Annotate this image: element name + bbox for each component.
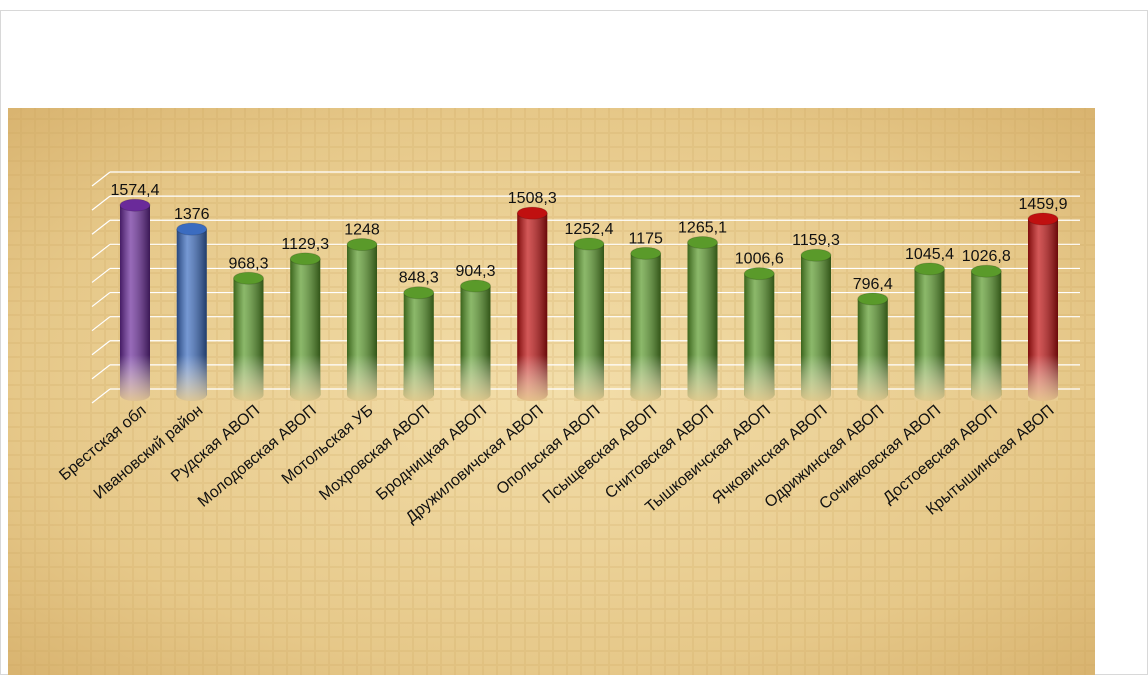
value-label: 1248 [344,222,380,239]
value-label: 1006,6 [735,251,784,268]
reflection [630,355,661,401]
bar-top [857,292,889,306]
grid-line-depth [91,340,111,356]
bar-top [460,279,491,293]
reflection [290,355,321,401]
reflection [744,355,775,401]
reflection [1028,355,1058,401]
value-label: 968,3 [228,255,268,272]
grid-line-depth [91,219,111,235]
value-label: 1175 [629,230,664,247]
bar-top [403,286,435,300]
reflection [574,355,604,401]
grid-line-depth [91,171,111,187]
bar-top [970,264,1002,278]
bar-top [233,271,264,285]
bar-top [914,262,945,276]
reflection [120,355,150,401]
value-label: 848,3 [399,270,439,287]
grid-line-depth [91,364,111,380]
value-label: 796,4 [853,276,893,293]
value-label: 1265,1 [678,219,727,236]
grid-line-depth [91,243,111,259]
reflection [233,355,264,401]
value-label: 1045,4 [905,246,954,263]
bar-top [800,248,832,262]
grid-line-depth [91,195,111,211]
grid-line-depth [91,267,111,283]
value-label: 1459,9 [1019,196,1068,213]
reflection [403,355,434,401]
reflection [347,355,377,401]
grid-line-depth [91,388,111,404]
bar-top [687,235,718,249]
reflection [687,355,718,401]
value-label: 1129,3 [281,236,329,253]
bar-top [176,222,208,236]
bar-top [573,237,605,251]
value-label: 1574,4 [111,182,160,199]
bar-top [119,198,151,212]
bar-shade [517,213,548,401]
reflection [460,355,491,401]
reflection [857,355,888,401]
bar-top [289,252,321,266]
value-label: 904,3 [455,263,495,280]
reflection [914,355,945,401]
reflection [971,355,1002,401]
reflection [801,355,831,401]
bar-top [1027,212,1059,226]
bar-top [630,246,662,260]
bar-shade [120,205,150,401]
bar-top [743,267,775,281]
value-label: 1252,4 [565,221,614,238]
bar-top [516,206,548,220]
value-label: 1376 [174,206,210,223]
grid-line-depth [91,316,111,332]
value-label: 1508,3 [508,190,557,207]
bar-top [346,238,378,252]
grid-line-depth [91,292,111,308]
reflection [517,355,548,401]
value-label: 1159,3 [792,232,840,249]
reflection [176,355,207,401]
value-label: 1026,8 [962,248,1011,265]
